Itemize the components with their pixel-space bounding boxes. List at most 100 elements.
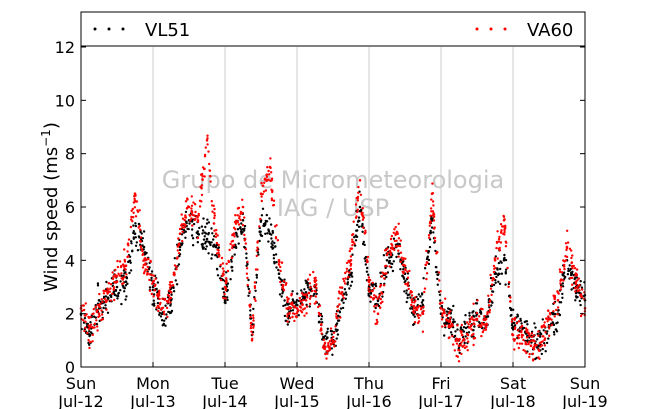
point-va60	[520, 324, 524, 328]
point-vl51	[447, 322, 451, 325]
point-vl51	[267, 229, 270, 232]
point-va60	[563, 263, 566, 267]
point-va60	[83, 329, 86, 333]
point-va60	[293, 306, 297, 309]
point-va60	[425, 277, 428, 281]
point-va60	[291, 312, 295, 315]
point-vl51	[519, 317, 522, 321]
point-va60	[279, 269, 282, 273]
point-vl51-34	[385, 259, 389, 262]
point-vl51	[574, 292, 578, 295]
point-vl51	[561, 292, 564, 296]
point-va60	[253, 281, 256, 284]
point-va60	[485, 317, 488, 321]
point-vl51	[364, 255, 368, 259]
point-va60	[89, 340, 92, 344]
point-va60	[431, 214, 434, 217]
point-vl51	[391, 262, 394, 266]
point-va60	[333, 345, 336, 348]
point-vl51	[191, 244, 195, 247]
point-va60	[490, 283, 494, 286]
point-va60	[336, 305, 339, 308]
point-va60	[249, 326, 253, 330]
point-vl51	[468, 311, 471, 315]
point-va60	[354, 203, 358, 206]
point-vl51	[475, 314, 478, 317]
point-va60	[132, 201, 136, 204]
point-va60	[393, 239, 396, 243]
point-vl51	[522, 326, 526, 330]
point-va60	[142, 263, 145, 267]
point-vl51	[426, 255, 429, 258]
point-vl51	[272, 253, 276, 257]
point-vl51	[85, 322, 88, 325]
point-va60	[234, 214, 237, 217]
point-va60	[393, 248, 396, 252]
point-va60	[249, 322, 252, 325]
point-va60	[373, 287, 376, 290]
point-va60	[389, 251, 392, 254]
point-vl51-1	[88, 333, 92, 337]
point-vl51	[436, 270, 439, 274]
point-va60	[225, 277, 228, 280]
point-va60	[427, 234, 431, 237]
point-vl51	[500, 272, 504, 275]
point-va60	[210, 200, 213, 203]
point-va60	[109, 299, 113, 302]
point-va60	[487, 304, 491, 307]
point-vl51	[277, 268, 280, 272]
point-va60	[347, 259, 350, 263]
point-va60	[520, 331, 523, 334]
point-va60	[238, 217, 241, 220]
point-va60	[127, 255, 130, 258]
point-va60	[272, 199, 276, 202]
point-va60	[556, 306, 560, 309]
point-va60	[146, 265, 149, 269]
point-va60	[317, 305, 320, 309]
point-vl51	[159, 315, 163, 318]
point-va60	[203, 155, 207, 158]
point-va60	[350, 247, 354, 250]
point-vl51	[172, 290, 176, 293]
point-vl51	[164, 304, 167, 307]
point-va60	[113, 298, 116, 302]
point-va60	[441, 301, 444, 304]
point-va60	[496, 230, 499, 233]
point-vl51	[556, 321, 559, 324]
point-va60	[450, 322, 454, 326]
point-vl51	[385, 275, 388, 279]
point-vl51	[207, 240, 210, 243]
point-va60	[196, 236, 200, 240]
point-va60	[222, 273, 225, 276]
point-va60	[423, 290, 426, 294]
point-va60	[217, 243, 220, 247]
point-va60	[423, 287, 427, 290]
point-va60	[95, 310, 98, 314]
point-va60	[497, 237, 501, 241]
point-va60	[332, 331, 336, 334]
point-va60	[521, 334, 525, 337]
point-va60	[532, 339, 535, 342]
point-va60	[94, 305, 97, 308]
point-vl51	[536, 332, 539, 336]
point-va60	[181, 239, 184, 243]
point-va60	[433, 236, 437, 240]
point-vl51	[306, 284, 309, 287]
point-va60	[219, 278, 223, 282]
point-vl51	[226, 298, 229, 302]
point-vl51	[132, 224, 135, 227]
point-va60	[345, 261, 349, 265]
point-va60	[389, 253, 393, 257]
point-va60	[389, 237, 393, 241]
point-va60	[308, 273, 312, 276]
point-vl51	[344, 291, 347, 294]
point-vl51	[137, 235, 141, 238]
legend-box	[80, 11, 586, 47]
point-va60	[547, 315, 550, 318]
point-vl51	[566, 273, 570, 276]
point-va60	[150, 273, 153, 277]
point-va60	[460, 352, 463, 356]
point-vl51	[547, 337, 550, 340]
y-tick-label: 10	[55, 91, 75, 110]
point-va60	[384, 264, 388, 267]
